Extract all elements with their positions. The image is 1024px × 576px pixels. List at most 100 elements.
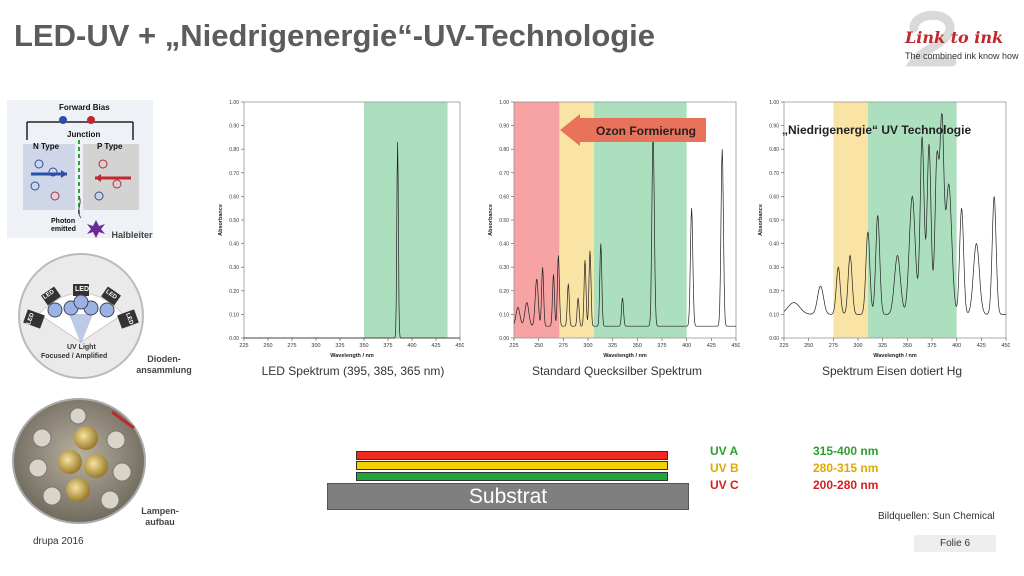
x-tick-label: 250 bbox=[534, 343, 543, 349]
y-tick-label: 0.40 bbox=[769, 242, 779, 248]
band-uva bbox=[867, 102, 957, 338]
led-cluster-diagram: LED LED LED LED LED UV Light Focused / A… bbox=[17, 252, 145, 380]
x-tick-label: 375 bbox=[927, 343, 936, 349]
y-tick-label: 0.90 bbox=[499, 124, 509, 130]
y-tick-label: 0.30 bbox=[769, 265, 779, 271]
uv-c-name: UV C bbox=[710, 478, 739, 492]
uv-b-name: UV B bbox=[710, 461, 739, 475]
y-tick-label: 0.70 bbox=[499, 171, 509, 177]
y-tick-label: 0.70 bbox=[229, 171, 239, 177]
y-tick-label: 0.20 bbox=[499, 289, 509, 295]
x-tick-label: 450 bbox=[1001, 343, 1010, 349]
y-tick-label: 0.00 bbox=[229, 336, 239, 342]
x-tick-label: 450 bbox=[455, 343, 464, 349]
cluster-label-focused: Focused / Amplified bbox=[41, 353, 108, 360]
caption-iron-spectrum: Spektrum Eisen dotiert Hg bbox=[821, 364, 963, 378]
uv-a-name: UV A bbox=[710, 444, 739, 458]
substrate-block: Substrat bbox=[327, 483, 689, 510]
x-tick-label: 425 bbox=[707, 343, 716, 349]
spectrum-svg: 0.00 0.10 0.20 0.30 0.40 0.50 0.60 0.70 0.80 0.90… bbox=[218, 100, 465, 359]
y-axis-label: Absorbance bbox=[218, 204, 224, 236]
spectrum-svg: 0.00 0.10 0.20 0.30 0.40 0.50 0.60 0.70 0.80 0.90… bbox=[758, 100, 1011, 359]
x-axis-label: Wavelength / nm bbox=[330, 353, 374, 359]
x-tick-label: 400 bbox=[952, 343, 961, 349]
lamp-photo bbox=[12, 398, 146, 524]
uv-b-range: 280-315 nm bbox=[813, 461, 879, 475]
cluster-label-led-3: LED bbox=[75, 286, 89, 293]
x-tick-label: 275 bbox=[287, 343, 296, 349]
logo-brand: Link to ink bbox=[905, 28, 1004, 47]
x-tick-label: 300 bbox=[583, 343, 592, 349]
slide-title: LED-UV + „Niedrigenergie“-UV-Technologie bbox=[14, 18, 656, 53]
caption-lampen-aufbau: Lampen- aufbau bbox=[120, 506, 200, 528]
y-tick-label: 0.40 bbox=[499, 242, 509, 248]
low-energy-banner-label: „Niedrigenergie“ UV Technologie bbox=[782, 123, 972, 137]
x-tick-label: 225 bbox=[239, 343, 248, 349]
label-junction: Junction bbox=[67, 130, 101, 139]
x-tick-label: 250 bbox=[263, 343, 272, 349]
y-tick-label: 1.00 bbox=[229, 100, 239, 106]
y-tick-label: 0.80 bbox=[769, 147, 779, 153]
y-tick-label: 0.80 bbox=[229, 147, 239, 153]
y-tick-label: 0.10 bbox=[229, 312, 239, 318]
logo-tagline: The combined ink know how bbox=[905, 51, 1019, 61]
uv-c-range: 200-280 nm bbox=[813, 478, 879, 492]
spectrum-chart-iron-doped: 0.00 0.10 0.20 0.30 0.40 0.50 0.60 0.70 0.80 0.90… bbox=[754, 94, 1011, 360]
uv-a-range: 315-400 nm bbox=[813, 444, 879, 458]
x-axis-label: Wavelength / nm bbox=[603, 353, 647, 359]
y-tick-label: 0.00 bbox=[499, 336, 509, 342]
x-tick-label: 450 bbox=[731, 343, 740, 349]
caption-mercury-spectrum: Standard Quecksilber Spektrum bbox=[531, 364, 703, 378]
semiconductor-diagram: Forward Bias Junction N Type P Type Phot… bbox=[7, 100, 153, 238]
layer-uvc bbox=[356, 472, 668, 481]
y-tick-label: 1.00 bbox=[769, 100, 779, 106]
label-p-type: P Type bbox=[97, 142, 123, 151]
y-tick-label: 0.50 bbox=[229, 218, 239, 224]
x-tick-label: 350 bbox=[633, 343, 642, 349]
absorbance-line bbox=[513, 132, 736, 327]
diode-illustration bbox=[23, 116, 139, 238]
y-tick-label: 0.80 bbox=[499, 147, 509, 153]
ozone-banner-label: Ozon Formierung bbox=[596, 124, 696, 138]
label-forward-bias: Forward Bias bbox=[59, 103, 110, 112]
x-tick-label: 250 bbox=[804, 343, 813, 349]
image-source: Bildquellen: Sun Chemical bbox=[878, 511, 995, 522]
x-tick-label: 225 bbox=[509, 343, 518, 349]
x-axis-label: Wavelength / nm bbox=[873, 353, 917, 359]
y-tick-label: 0.30 bbox=[229, 265, 239, 271]
x-tick-label: 425 bbox=[431, 343, 440, 349]
x-tick-label: 400 bbox=[682, 343, 691, 349]
y-tick-label: 1.00 bbox=[499, 100, 509, 106]
x-tick-label: 350 bbox=[359, 343, 368, 349]
x-tick-label: 375 bbox=[383, 343, 392, 349]
label-photon-emitted: Photon emitted bbox=[51, 218, 76, 233]
y-tick-label: 0.30 bbox=[499, 265, 509, 271]
y-tick-label: 0.90 bbox=[769, 124, 779, 130]
y-axis-label: Absorbance bbox=[758, 204, 764, 236]
caption-dioden-ansammlung: Dioden- ansammlung bbox=[118, 354, 210, 376]
x-tick-label: 425 bbox=[977, 343, 986, 349]
caption-halbleiter: Halbleiter bbox=[111, 230, 153, 240]
x-tick-label: 325 bbox=[335, 343, 344, 349]
band-uvc bbox=[514, 102, 560, 338]
y-tick-label: 0.20 bbox=[769, 289, 779, 295]
y-tick-label: 0.10 bbox=[769, 312, 779, 318]
y-tick-label: 0.60 bbox=[229, 194, 239, 200]
x-tick-label: 300 bbox=[853, 343, 862, 349]
label-n-type: N Type bbox=[33, 142, 60, 151]
x-tick-label: 325 bbox=[878, 343, 887, 349]
y-tick-label: 0.20 bbox=[229, 289, 239, 295]
caption-led-spectrum: LED Spektrum (395, 385, 365 nm) bbox=[261, 364, 445, 378]
x-tick-label: 325 bbox=[608, 343, 617, 349]
band-uvb bbox=[833, 102, 868, 338]
y-tick-label: 0.40 bbox=[229, 242, 239, 248]
absorbance-line bbox=[244, 142, 460, 339]
uv-legend: UV A UV B UV C 315-400 nm 280-315 nm 200… bbox=[710, 444, 910, 496]
layer-uvb bbox=[356, 461, 668, 470]
caption-lampen-line2: aufbau bbox=[145, 517, 175, 527]
y-tick-label: 0.60 bbox=[499, 194, 509, 200]
slide-number: Folie 6 bbox=[914, 535, 996, 552]
caption-lampen-line1: Lampen- bbox=[141, 506, 179, 516]
y-tick-label: 0.60 bbox=[769, 194, 779, 200]
ozone-arrow-icon bbox=[560, 114, 706, 146]
